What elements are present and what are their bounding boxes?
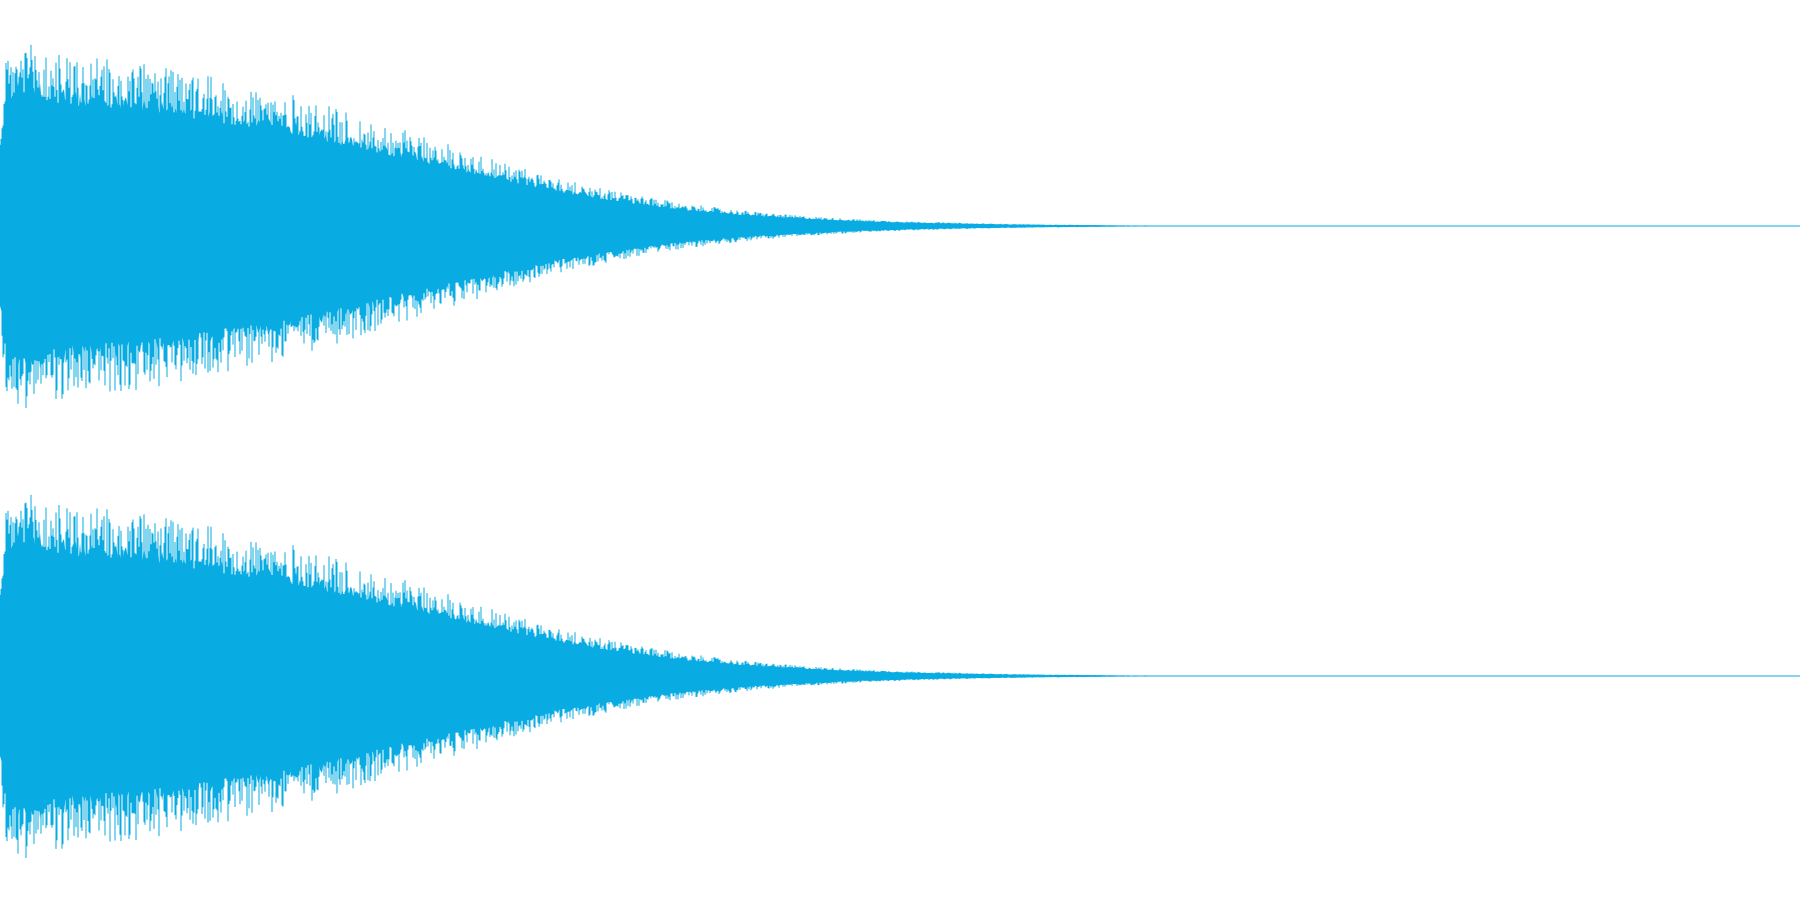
channel-left-waveform [0,44,1800,408]
channel-right-waveform [0,494,1800,858]
